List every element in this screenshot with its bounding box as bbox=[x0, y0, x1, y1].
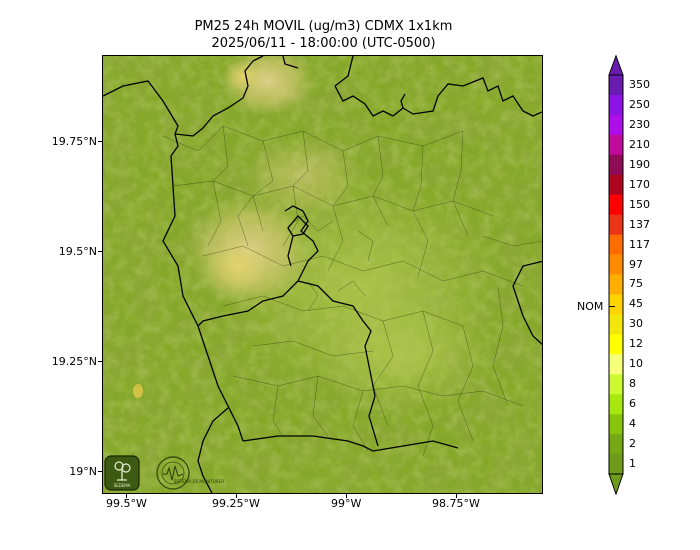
colorbar-segment bbox=[609, 234, 623, 256]
lat-label-19-5: 19.5°N bbox=[58, 245, 97, 258]
colorbar-tick-label: 150 bbox=[629, 197, 650, 211]
pm25-hotspot-yellow bbox=[206, 236, 270, 296]
map-panel[interactable]: SEDEMA SISTEMA DE MONITOREO bbox=[102, 55, 543, 494]
colorbar-segment bbox=[609, 414, 623, 435]
lat-tick bbox=[98, 141, 103, 142]
lon-tick bbox=[236, 494, 237, 498]
pm25-map: SEDEMA SISTEMA DE MONITOREO bbox=[103, 56, 542, 493]
lon-label-99: 99°W bbox=[331, 497, 362, 510]
lon-tick bbox=[126, 494, 127, 498]
colorbar-tick-label: 10 bbox=[629, 357, 643, 371]
colorbar-segment bbox=[609, 214, 623, 236]
colorbar-segment bbox=[609, 374, 623, 395]
colorbar-segment bbox=[609, 154, 623, 176]
lat-label-19: 19°N bbox=[69, 465, 97, 478]
colorbar-tick-label: 30 bbox=[629, 317, 643, 331]
colorbar-tick-label: 250 bbox=[629, 97, 650, 111]
colorbar-tick-label: 190 bbox=[629, 157, 650, 171]
colorbar-segment bbox=[609, 434, 623, 455]
lon-label-99-25: 99.25°W bbox=[212, 497, 260, 510]
lat-tick bbox=[98, 361, 103, 362]
colorbar-tick-label: 45 bbox=[629, 297, 643, 311]
colorbar-tick-label: 12 bbox=[629, 337, 643, 351]
pm25-hotspot-north bbox=[223, 60, 263, 92]
nom-tick bbox=[609, 306, 615, 307]
colorbar-tick-label: 117 bbox=[629, 237, 650, 251]
colorbar-segment bbox=[609, 454, 623, 475]
colorbar-tick-label: 97 bbox=[629, 257, 643, 271]
map-subtitle-datetime: 2025/06/11 - 18:00:00 (UTC-0500) bbox=[211, 36, 436, 51]
sedema-logo-text: SEDEMA bbox=[114, 483, 131, 488]
valley-light-area-south bbox=[313, 296, 493, 416]
lat-label-19-75: 19.75°N bbox=[51, 135, 97, 148]
colorbar-tick-label: 1 bbox=[629, 457, 636, 471]
colorbar-tick-label: 4 bbox=[629, 417, 636, 431]
lat-label-19-25: 19.25°N bbox=[51, 355, 97, 368]
seismology-logo-text: SISTEMA DE MONITOREO bbox=[174, 479, 224, 484]
sedema-logo: SEDEMA bbox=[104, 455, 140, 491]
colorbar-tick-label: 6 bbox=[629, 397, 636, 411]
pm25-spot-southwest bbox=[133, 384, 143, 398]
colorbar-tick-label: 8 bbox=[629, 377, 636, 391]
colorbar-tick-label: 137 bbox=[629, 217, 650, 231]
colorbar-tick-label: 75 bbox=[629, 277, 643, 291]
colorbar-segment bbox=[609, 354, 623, 375]
colorbar-tick-label: 230 bbox=[629, 117, 650, 131]
colorbar-segment bbox=[609, 394, 623, 415]
colorbar-segment bbox=[609, 274, 623, 295]
map-title: PM25 24h MOVIL (ug/m3) CDMX 1x1km bbox=[194, 19, 453, 34]
colorbar-extend-bottom bbox=[608, 473, 624, 496]
colorbar-segment bbox=[609, 194, 623, 216]
colorbar-segment bbox=[609, 254, 623, 275]
nom-label: NOM bbox=[577, 300, 604, 313]
colorbar-segment bbox=[609, 114, 623, 136]
colorbar-tick-label: 170 bbox=[629, 177, 650, 191]
colorbar-segment bbox=[609, 334, 623, 355]
lat-tick bbox=[98, 251, 103, 252]
colorbar-outline bbox=[608, 74, 624, 475]
lon-tick bbox=[456, 494, 457, 498]
lon-tick bbox=[346, 494, 347, 498]
state-boundaries bbox=[103, 56, 542, 493]
lat-tick bbox=[98, 471, 103, 472]
colorbar-segment bbox=[609, 294, 623, 315]
municipal-boundaries bbox=[162, 125, 542, 457]
lon-label-99-5: 99.5°W bbox=[106, 497, 147, 510]
colorbar-tick-label: 210 bbox=[629, 137, 650, 151]
colorbar-tick-label: 350 bbox=[629, 77, 650, 91]
colorbar-segment bbox=[609, 314, 623, 335]
seismology-logo: SISTEMA DE MONITOREO bbox=[156, 456, 224, 490]
colorbar-segment bbox=[609, 75, 623, 96]
colorbar-segment bbox=[609, 174, 623, 196]
colorbar-segment bbox=[609, 134, 623, 156]
colorbar-segment bbox=[609, 94, 623, 116]
colorbar-tick-label: 2 bbox=[629, 437, 636, 451]
lon-label-98-75: 98.75°W bbox=[432, 497, 480, 510]
colorbar-extend-top bbox=[608, 54, 624, 76]
